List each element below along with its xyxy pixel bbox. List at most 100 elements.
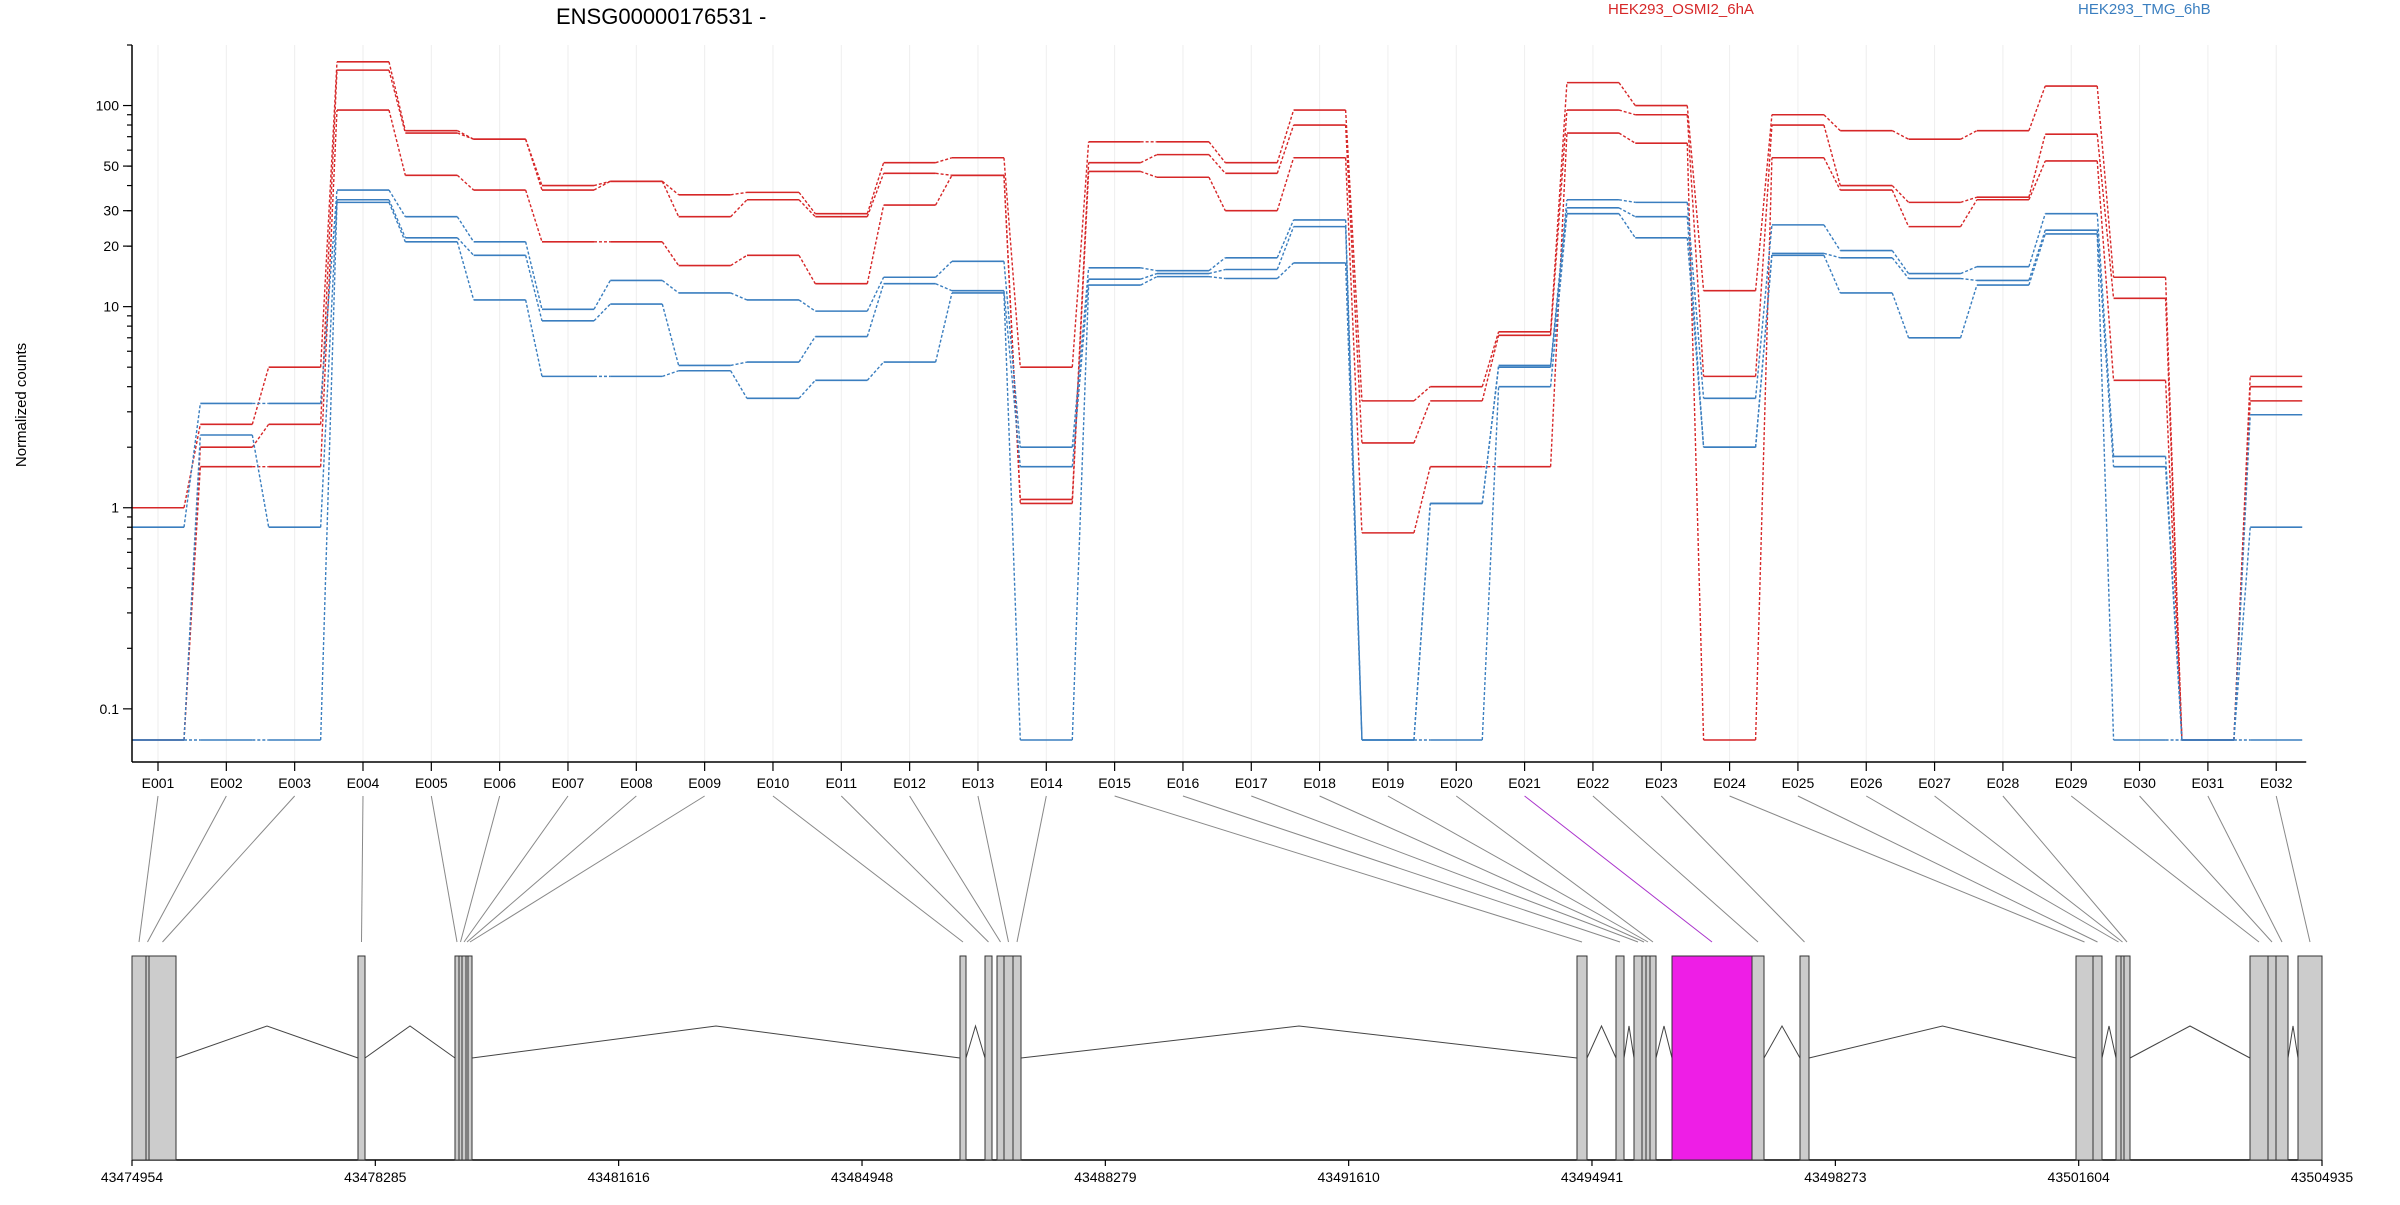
series-connector <box>866 204 885 284</box>
series-connector <box>1823 114 1841 132</box>
series-connector <box>183 403 202 528</box>
grid-layer <box>157 45 2277 762</box>
series-connector <box>388 199 406 239</box>
x-tick-label: E018 <box>1303 775 1336 791</box>
series-connector <box>1618 109 1636 116</box>
exon-connector <box>977 795 1009 943</box>
x-tick-label: E008 <box>620 775 653 791</box>
x-tick-label: E024 <box>1713 775 1746 791</box>
coord-label: 43478285 <box>344 1169 407 1185</box>
series-connector <box>1413 466 1431 534</box>
series-connector <box>1140 154 1158 164</box>
intron-line <box>175 1025 359 1059</box>
series-connector <box>388 109 406 176</box>
series-connector <box>1618 213 1636 239</box>
series-connector <box>2028 233 2046 286</box>
axes-layer: 0.1 1 10 20 30 50 100 E001 E002 E003 E004 E005 E006 E… <box>96 44 2307 791</box>
exon-box <box>2075 955 2094 1161</box>
series-connector <box>1140 276 1158 286</box>
series-connector <box>798 199 816 218</box>
x-tick-label: E004 <box>347 775 380 791</box>
series-connector <box>1618 132 1636 144</box>
series-connector <box>456 237 475 256</box>
exon-connector <box>2275 795 2311 943</box>
exon-connector <box>1016 795 1047 943</box>
series-connector <box>2096 233 2115 741</box>
series-connector <box>730 370 748 399</box>
intron-line <box>2287 1025 2299 1059</box>
series-connector <box>1071 267 1090 448</box>
series-connector <box>935 283 953 292</box>
x-tick-label: E023 <box>1645 775 1678 791</box>
coord-label: 43474954 <box>101 1169 164 1185</box>
coord-label: 43501604 <box>2048 1169 2111 1185</box>
x-tick-label: E006 <box>483 775 516 791</box>
series-2 <box>132 69 2303 741</box>
series-connector <box>1960 130 1978 140</box>
coord-label: 43498273 <box>1804 1169 1867 1185</box>
series-connector <box>2028 213 2046 267</box>
series-connector <box>1618 199 1636 204</box>
exon-box <box>2297 955 2323 1161</box>
series-connector <box>2233 527 2251 741</box>
series-connector <box>456 174 475 191</box>
series-connector <box>1208 154 1226 174</box>
series-connector <box>1959 199 1978 227</box>
series-connector <box>1208 141 1226 164</box>
series-connector <box>1481 386 1500 741</box>
y-axis-label: Normalized counts <box>13 343 30 467</box>
series-connector <box>593 180 611 187</box>
series-connector <box>593 303 611 322</box>
series-connector <box>1686 114 1705 377</box>
series-connector <box>935 157 953 164</box>
intron-line <box>364 1025 456 1059</box>
series-connector <box>1686 143 1705 741</box>
series-connector <box>1140 267 1158 272</box>
series-connector <box>1003 292 1021 741</box>
exon-connector <box>2139 795 2273 943</box>
series-connector <box>661 180 680 196</box>
exon-connector <box>460 795 501 943</box>
series-connector <box>2096 85 2115 278</box>
connector-layer <box>138 795 2311 943</box>
series-connector <box>798 336 816 363</box>
series-connector <box>866 173 885 217</box>
exon-box <box>1641 955 1647 1161</box>
exon-connector <box>1660 795 1805 943</box>
series-connector <box>1891 250 1910 274</box>
series-connector <box>1071 171 1090 504</box>
x-tick-label: E021 <box>1508 775 1541 791</box>
series-connector <box>1208 176 1226 211</box>
exon-connector <box>2207 795 2283 943</box>
series-connector <box>319 70 338 425</box>
series-connector <box>1208 275 1226 280</box>
series-connector <box>730 199 748 218</box>
exon-connector <box>1455 795 1654 943</box>
series-connector <box>798 379 816 399</box>
series-connector <box>1344 109 1363 401</box>
series-connector <box>1891 257 1910 279</box>
y-tick-label: 30 <box>103 203 119 219</box>
series-connector <box>319 61 338 368</box>
series-connector <box>1823 255 1841 294</box>
series-connector <box>524 255 543 322</box>
exon-connector <box>138 795 159 943</box>
exon-connector <box>772 795 964 943</box>
exon-box <box>2275 955 2289 1161</box>
exon-box <box>1012 955 1022 1161</box>
series-connector <box>1754 157 1773 741</box>
exon-connector <box>909 795 1001 943</box>
series-connector <box>1754 224 1773 399</box>
series-layer <box>132 61 2303 741</box>
series-connector <box>2233 414 2251 741</box>
x-tick-label: E029 <box>2055 775 2088 791</box>
series-connector <box>730 292 748 301</box>
exon-box <box>2249 955 2269 1161</box>
intron-line <box>1655 1025 1673 1059</box>
exon-box <box>131 955 147 1161</box>
exon-connector <box>463 795 569 943</box>
series-connector <box>662 370 679 378</box>
series-connector <box>798 254 816 285</box>
x-tick-label: E026 <box>1850 775 1883 791</box>
series-connector <box>1823 124 1841 186</box>
